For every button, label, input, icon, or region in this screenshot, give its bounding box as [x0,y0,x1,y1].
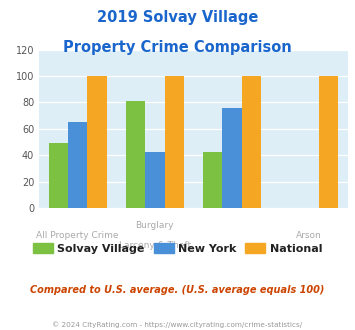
Text: 2019 Solvay Village: 2019 Solvay Village [97,10,258,25]
Bar [242,76,261,208]
Bar [87,76,106,208]
Text: Property Crime Comparison: Property Crime Comparison [63,40,292,54]
Bar [49,143,68,208]
Text: Larceny & Theft: Larceny & Theft [119,241,191,250]
Bar [145,152,164,208]
Legend: Solvay Village, New York, National: Solvay Village, New York, National [28,239,327,258]
Bar [126,101,145,208]
Bar [223,108,242,208]
Text: © 2024 CityRating.com - https://www.cityrating.com/crime-statistics/: © 2024 CityRating.com - https://www.city… [53,322,302,328]
Bar [319,76,338,208]
Text: Burglary: Burglary [136,221,174,230]
Bar [164,76,184,208]
Text: Arson: Arson [296,231,322,240]
Bar [203,152,223,208]
Text: All Property Crime: All Property Crime [37,231,119,240]
Bar [68,122,87,208]
Text: Compared to U.S. average. (U.S. average equals 100): Compared to U.S. average. (U.S. average … [30,285,325,295]
